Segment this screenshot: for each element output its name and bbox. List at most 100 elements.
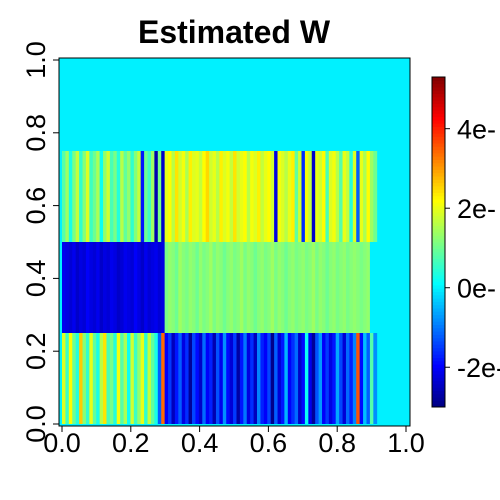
- colorbar-segment: [432, 212, 445, 216]
- x-tick-label: 1.0: [387, 428, 425, 458]
- heatmap-cell: [86, 242, 90, 333]
- colorbar-segment: [432, 394, 445, 398]
- heatmap-cell: [79, 242, 83, 333]
- heatmap-cell: [363, 333, 367, 424]
- colorbar-segment: [432, 348, 445, 352]
- heatmap-cell: [195, 151, 199, 242]
- heatmap-cell: [366, 151, 370, 242]
- heatmap-cell: [199, 242, 203, 333]
- heatmap-cell: [72, 333, 76, 424]
- heatmap-cell: [278, 333, 282, 424]
- heatmap-cell: [65, 151, 69, 242]
- colorbar-segment: [432, 278, 445, 282]
- heatmap-cell: [291, 151, 295, 242]
- heatmap-cell: [260, 242, 264, 333]
- heatmap-cell: [165, 333, 169, 424]
- heatmap-cell: [305, 151, 309, 242]
- colorbar-segment: [432, 163, 445, 167]
- colorbar-segment: [432, 117, 445, 121]
- heatmap-cell: [243, 333, 247, 424]
- heatmap-cell: [319, 151, 323, 242]
- colorbar-segment: [432, 255, 445, 259]
- heatmap-cell: [305, 242, 309, 333]
- colorbar-segment: [432, 384, 445, 388]
- heatmap-cell: [308, 242, 312, 333]
- heatmap-cell: [79, 151, 83, 242]
- heatmap-cell: [343, 333, 347, 424]
- heatmap-cell: [65, 242, 69, 333]
- colorbar-segment: [432, 397, 445, 401]
- heatmap-cell: [339, 242, 343, 333]
- heatmap-cell: [312, 151, 316, 242]
- heatmap-cell: [110, 151, 114, 242]
- heatmap-cell: [336, 242, 340, 333]
- heatmap-cell: [134, 151, 138, 242]
- heatmap-cell: [62, 151, 66, 242]
- heatmap-cell: [185, 151, 189, 242]
- heatmap-cell: [158, 151, 162, 242]
- heatmap-cell: [223, 242, 227, 333]
- heatmap-cell: [103, 151, 107, 242]
- heatmap-cell: [165, 151, 169, 242]
- heatmap-cell: [106, 333, 110, 424]
- heatmap-cell: [130, 242, 134, 333]
- heatmap-cell: [288, 242, 292, 333]
- heatmap-cell: [185, 242, 189, 333]
- heatmap-cell: [161, 333, 165, 424]
- colorbar-segment: [432, 371, 445, 375]
- heatmap-cell: [130, 333, 134, 424]
- heatmap-cell: [278, 151, 282, 242]
- heatmap-cell: [271, 242, 275, 333]
- colorbar-segment: [432, 265, 445, 269]
- heatmap-cell: [353, 242, 357, 333]
- colorbar-segment: [432, 110, 445, 114]
- heatmap-cell: [195, 242, 199, 333]
- heatmap-cell: [103, 242, 107, 333]
- heatmap-cell: [219, 242, 223, 333]
- heatmap-cell: [236, 151, 240, 242]
- heatmap-cell: [336, 333, 340, 424]
- heatmap-cell: [257, 151, 261, 242]
- heatmap-cell: [83, 242, 87, 333]
- heatmap-cell: [165, 242, 169, 333]
- heatmap-cell: [151, 242, 155, 333]
- heatmap-cell: [343, 242, 347, 333]
- heatmap-cell: [332, 242, 336, 333]
- colorbar-segment: [432, 351, 445, 355]
- heatmap-cell: [373, 242, 377, 333]
- heatmap-cell: [284, 333, 288, 424]
- heatmap-cell: [151, 151, 155, 242]
- heatmap-cell: [254, 242, 258, 333]
- heatmap-cell: [274, 333, 278, 424]
- heatmap-cell: [291, 333, 295, 424]
- colorbar-segment: [432, 136, 445, 140]
- colorbar-segment: [432, 94, 445, 98]
- heatmap-cell: [298, 242, 302, 333]
- heatmap-cell: [339, 151, 343, 242]
- heatmap-cell: [267, 151, 271, 242]
- heatmap-cell: [141, 151, 145, 242]
- heatmap-cell: [79, 333, 83, 424]
- heatmap-cell: [319, 242, 323, 333]
- colorbar-segment: [432, 169, 445, 173]
- heatmap-cell: [278, 242, 282, 333]
- heatmap-cell: [158, 333, 162, 424]
- heatmap-cell: [243, 242, 247, 333]
- heatmap-cell: [373, 151, 377, 242]
- heatmap-cell: [356, 242, 360, 333]
- heatmap-cell: [230, 242, 234, 333]
- heatmap-cell: [69, 242, 73, 333]
- heatmap-cell: [209, 151, 213, 242]
- heatmap-cell: [260, 151, 264, 242]
- heatmap-cell: [178, 242, 182, 333]
- heatmap-cells: [59, 58, 410, 426]
- heatmap-cell: [171, 242, 175, 333]
- heatmap-band-3: [59, 60, 410, 151]
- heatmap-cell: [76, 242, 80, 333]
- heatmap-cell: [336, 151, 340, 242]
- heatmap-cell: [370, 151, 374, 242]
- heatmap-cell: [284, 151, 288, 242]
- heatmap-cell: [264, 242, 268, 333]
- heatmap-cell: [363, 242, 367, 333]
- heatmap-cell: [329, 151, 333, 242]
